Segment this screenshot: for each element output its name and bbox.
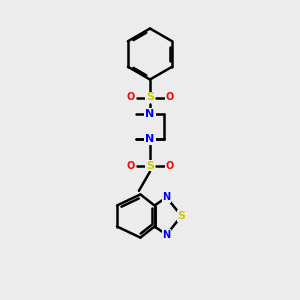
Text: N: N <box>162 230 171 240</box>
Text: O: O <box>165 92 174 103</box>
Text: O: O <box>165 160 174 171</box>
Text: S: S <box>146 160 154 171</box>
Text: N: N <box>146 109 154 119</box>
Text: S: S <box>178 211 185 221</box>
Text: N: N <box>162 192 171 203</box>
Text: O: O <box>126 92 135 103</box>
Text: N: N <box>146 134 154 145</box>
Text: O: O <box>126 160 135 171</box>
Text: S: S <box>146 92 154 103</box>
